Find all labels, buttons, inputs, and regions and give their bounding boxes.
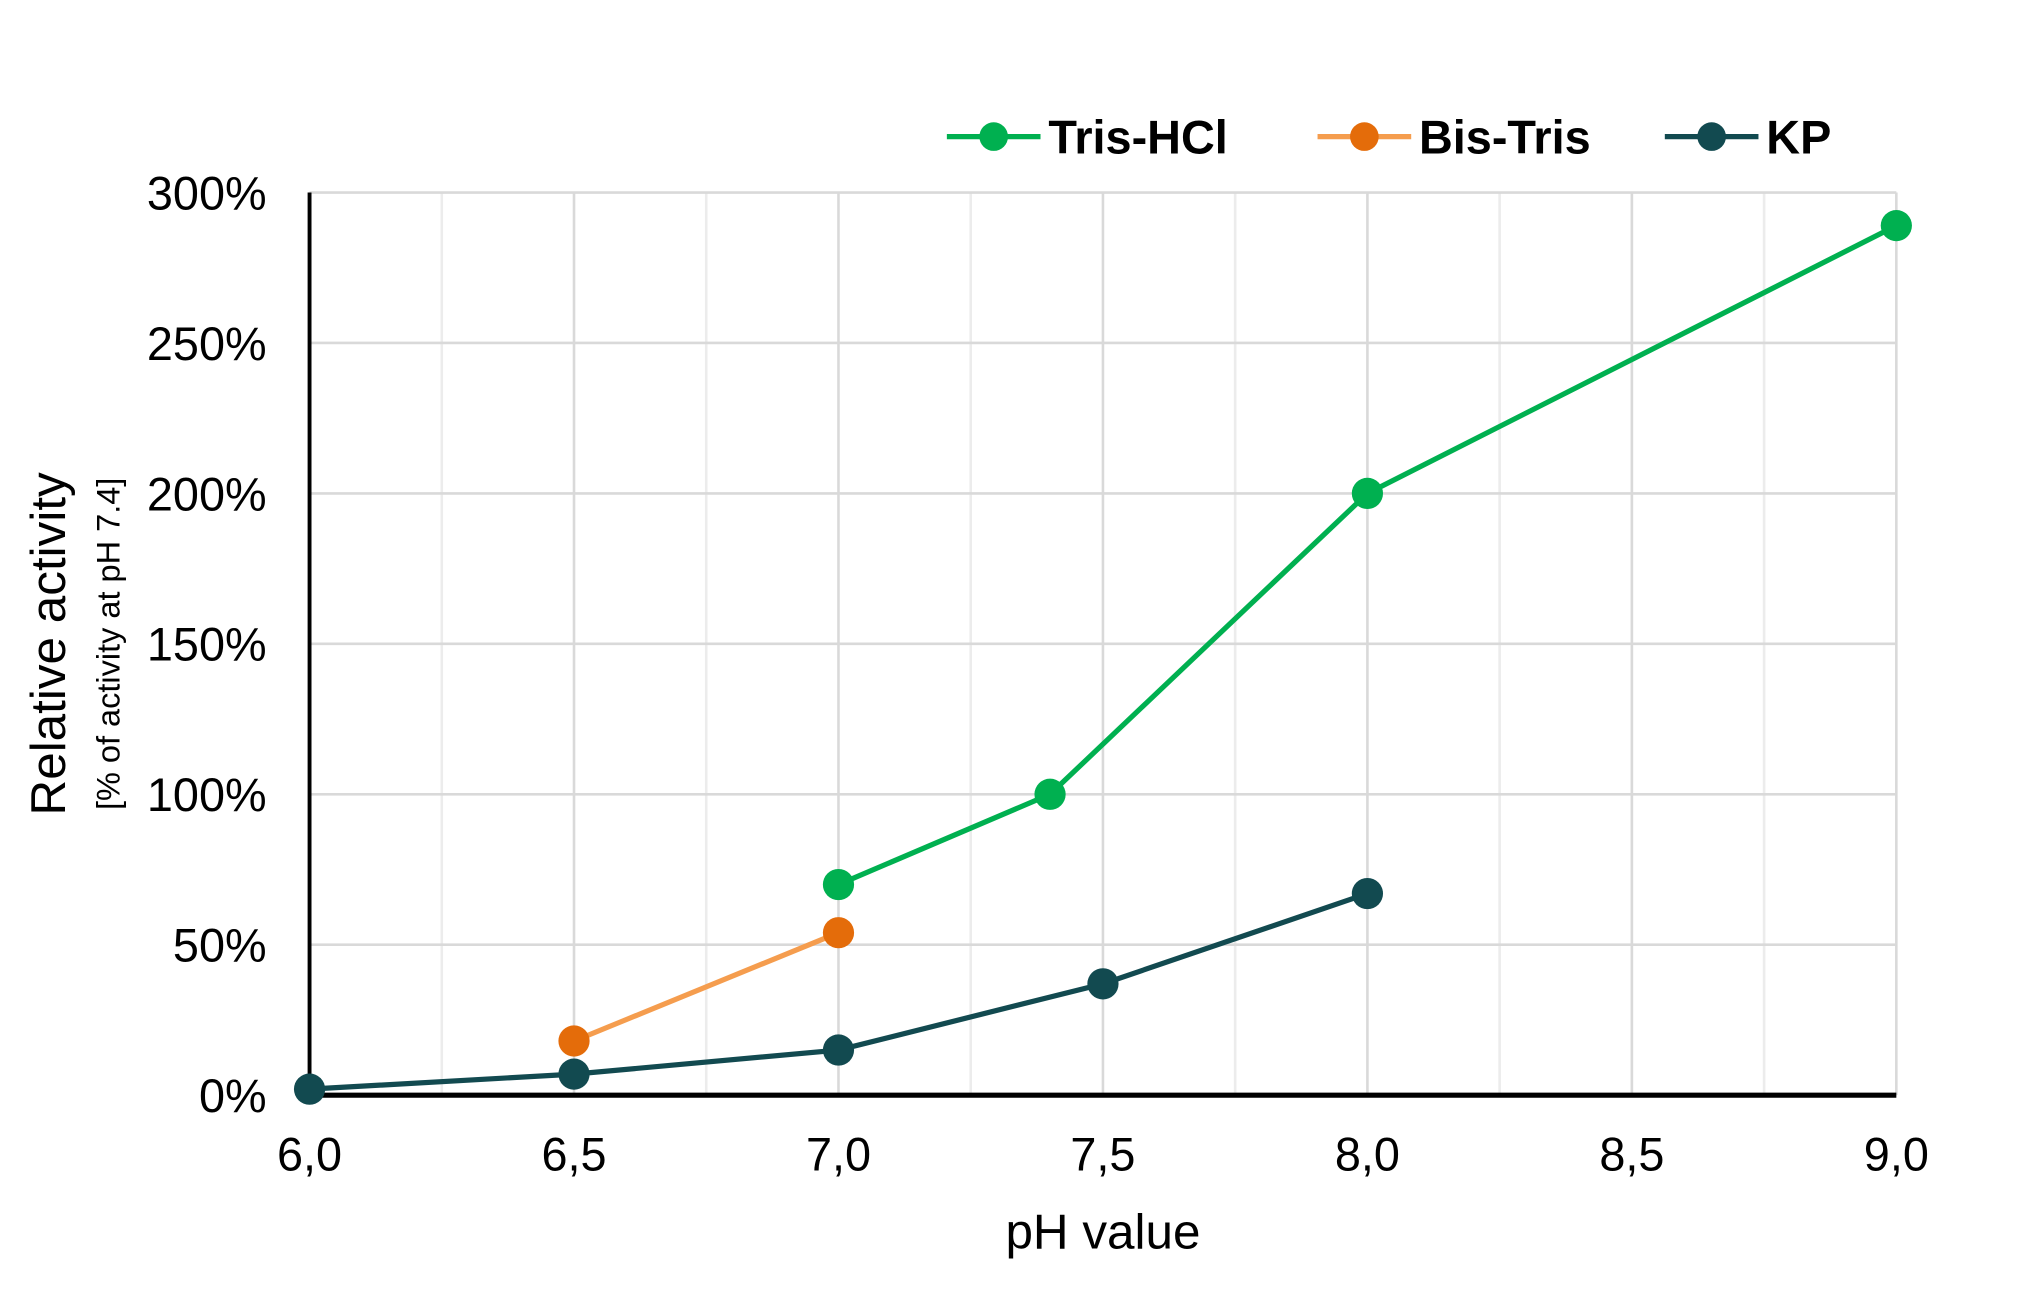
y-tick-labels: 0% 50% 100% 150% 200% 250% 300%: [147, 167, 267, 1122]
x-tick-label: 8,0: [1335, 1129, 1400, 1181]
y-tick-label: 300%: [147, 167, 267, 219]
legend-label: Tris-HCl: [1048, 112, 1227, 164]
series-line: [573, 930, 840, 1044]
y-tick-label: 0%: [199, 1070, 267, 1122]
data-point: [1034, 778, 1066, 810]
x-axis-label: pH value: [1005, 1205, 1200, 1260]
x-tick-label: 8,5: [1599, 1129, 1664, 1181]
series-tris-hcl: [822, 210, 1912, 901]
legend-item: Tris-HCl: [946, 112, 1228, 164]
series-line: [837, 223, 1898, 887]
data-point: [558, 1058, 590, 1090]
data-point: [293, 1073, 326, 1105]
data-point: [822, 868, 855, 901]
y-axis-label: Relative activity: [21, 472, 76, 816]
y-tick-label: 250%: [147, 318, 267, 370]
data-point: [1351, 477, 1384, 510]
data-point: [822, 1034, 855, 1066]
data-point: [1351, 877, 1384, 910]
x-tick-labels: 6,0 6,5 7,0 7,5 8,0 8,5 9,0: [277, 1129, 1929, 1181]
legend-item: KP: [1664, 112, 1831, 164]
legend-marker: [1350, 122, 1379, 151]
series-bis-tris: [558, 917, 855, 1057]
data-point: [558, 1025, 590, 1057]
y-tick-label: 150%: [147, 619, 267, 671]
data-point: [822, 917, 855, 949]
legend: Tris-HCl Bis-Tris KP: [946, 112, 1831, 164]
legend-label: KP: [1766, 112, 1831, 164]
y-tick-label: 100%: [147, 769, 267, 821]
x-tick-label: 7,5: [1070, 1129, 1135, 1181]
y-tick-label: 50%: [173, 920, 267, 972]
y-tick-label: 200%: [147, 468, 267, 520]
legend-marker: [1697, 122, 1726, 151]
grid: [308, 191, 1898, 1097]
series-group: [293, 210, 1912, 1105]
legend-item: Bis-Tris: [1317, 112, 1591, 164]
x-tick-label: 7,0: [806, 1129, 871, 1181]
series-kp: [293, 877, 1384, 1105]
x-tick-label: 6,0: [277, 1129, 342, 1181]
axes: [307, 192, 1897, 1098]
data-point: [1880, 210, 1912, 242]
legend-marker: [979, 122, 1008, 151]
y-axis-sublabel: [% of activity at pH 7.4]: [91, 478, 127, 810]
legend-label: Bis-Tris: [1419, 112, 1591, 164]
x-tick-label: 6,5: [541, 1129, 606, 1181]
data-point: [1087, 968, 1119, 1000]
x-tick-label: 9,0: [1864, 1129, 1929, 1181]
